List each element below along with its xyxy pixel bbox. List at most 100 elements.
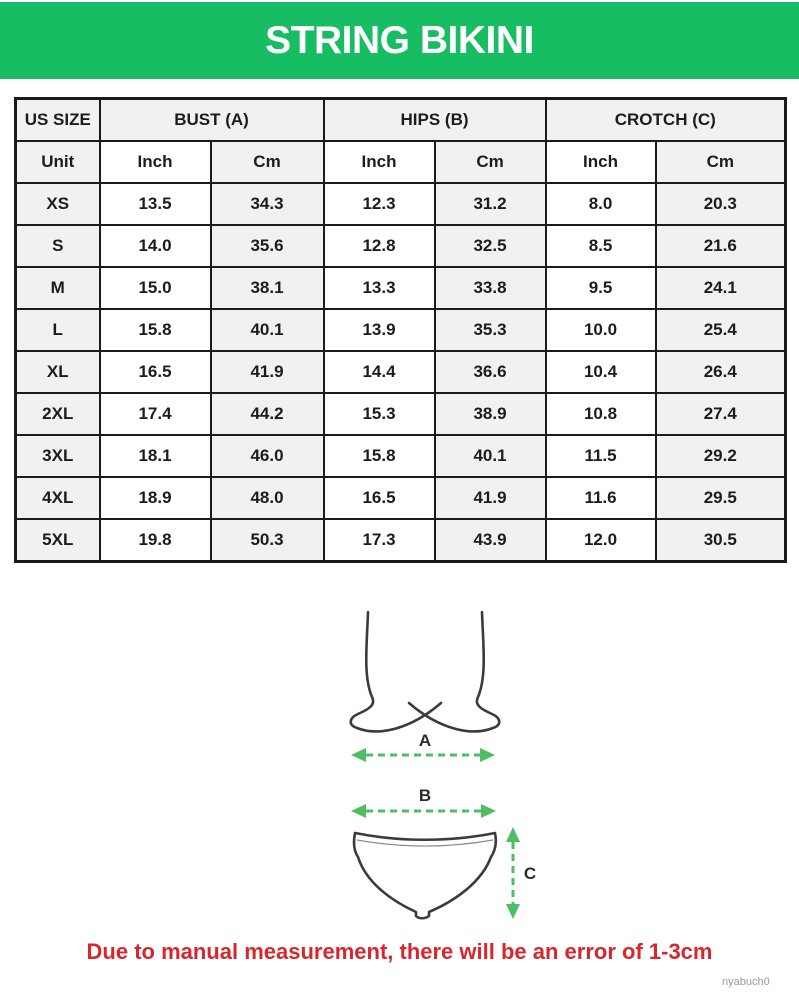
measurement-cell: 48.0: [209, 476, 325, 520]
measurement-cell: 29.5: [654, 476, 787, 520]
measurement-cell: 40.1: [433, 434, 547, 478]
measurement-cell: 35.6: [209, 224, 325, 268]
crotch-label: C: [524, 864, 536, 883]
measurement-cell: 14.4: [322, 350, 436, 394]
bikini-bottom-outline: [352, 831, 498, 920]
table-row: 3XL 18.1 46.0 15.8 40.1 11.5 29.2: [14, 434, 787, 478]
table-row: XL 16.5 41.9 14.4 36.6 10.4 26.4: [14, 350, 787, 394]
measurement-diagram: A B C: [349, 610, 536, 920]
crotch-arrow: C: [506, 827, 536, 919]
measurement-cell: 9.5: [544, 266, 657, 310]
hips-arrow: B: [351, 786, 496, 818]
size-label: 3XL: [14, 434, 101, 478]
unit-cell: Cm: [209, 140, 325, 184]
measurement-cell: 17.4: [98, 392, 212, 436]
bikini-bottom-waistband-line: [356, 839, 494, 847]
measurement-cell: 32.5: [433, 224, 547, 268]
size-label: L: [14, 308, 101, 352]
measurement-cell: 8.0: [544, 182, 657, 226]
measurement-cell: 34.3: [209, 182, 325, 226]
measurement-cell: 11.5: [544, 434, 657, 478]
measurement-cell: 8.5: [544, 224, 657, 268]
bikini-top-drawing: [349, 610, 501, 733]
measurement-cell: 12.3: [322, 182, 436, 226]
measurement-cell: 46.0: [209, 434, 325, 478]
crotch-arrowhead-bottom: [506, 904, 520, 919]
measurement-cell: 24.1: [654, 266, 787, 310]
measurement-cell: 38.9: [433, 392, 547, 436]
unit-cell: Cm: [433, 140, 547, 184]
unit-cell: Inch: [322, 140, 436, 184]
group-header: CROTCH (C): [544, 97, 787, 142]
size-table: US SIZE BUST (A) HIPS (B) CROTCH (C) Unit Inc…: [14, 97, 788, 563]
measurement-cell: 16.5: [322, 476, 436, 520]
size-label: 4XL: [14, 476, 101, 520]
page-title: STRING BIKINI: [265, 18, 534, 62]
measurement-cell: 12.8: [322, 224, 436, 268]
size-label: 2XL: [14, 392, 101, 436]
measurement-cell: 38.1: [209, 266, 325, 310]
measurement-cell: 35.3: [433, 308, 547, 352]
measurement-cell: 15.8: [98, 308, 212, 352]
measurement-cell: 41.9: [209, 350, 325, 394]
measurement-cell: 43.9: [433, 518, 547, 563]
measurement-cell: 16.5: [98, 350, 212, 394]
hips-arrowhead-right: [481, 804, 496, 818]
bikini-bottom-drawing: [352, 831, 498, 920]
measurement-cell: 44.2: [209, 392, 325, 436]
size-label: 5XL: [14, 518, 101, 563]
measurement-cell: 13.9: [322, 308, 436, 352]
measurement-cell: 50.3: [209, 518, 325, 563]
measurement-cell: 18.1: [98, 434, 212, 478]
bust-arrow: A: [351, 731, 495, 762]
measurement-cell: 27.4: [654, 392, 787, 436]
bust-arrowhead-right: [480, 748, 495, 762]
table-row: S 14.0 35.6 12.8 32.5 8.5 21.6: [14, 224, 787, 268]
unit-cell: Inch: [98, 140, 212, 184]
size-table-body: XS 13.5 34.3 12.3 31.2 8.0 20.3 S 14.0 35.6 12.8 32…: [14, 182, 787, 563]
measurement-cell: 41.9: [433, 476, 547, 520]
measurement-cell: 25.4: [654, 308, 787, 352]
bust-label: A: [419, 731, 431, 750]
unit-cell: Inch: [544, 140, 657, 184]
unit-cell: Cm: [654, 140, 787, 184]
measurement-error-notice: Due to manual measurement, there will be…: [86, 939, 713, 964]
measurement-cell: 12.0: [544, 518, 657, 563]
unit-header-row: Unit Inch Cm Inch Cm Inch Cm: [14, 140, 787, 184]
size-label: XL: [14, 350, 101, 394]
measurement-cell: 10.4: [544, 350, 657, 394]
measurement-cell: 11.6: [544, 476, 657, 520]
measurement-cell: 15.3: [322, 392, 436, 436]
unit-header: Unit: [14, 140, 101, 184]
table-row: XS 13.5 34.3 12.3 31.2 8.0 20.3: [14, 182, 787, 226]
measurement-cell: 29.2: [654, 434, 787, 478]
size-table-head: US SIZE BUST (A) HIPS (B) CROTCH (C) Unit Inc…: [14, 97, 787, 184]
group-header: BUST (A): [98, 97, 325, 142]
group-header: HIPS (B): [322, 97, 547, 142]
bikini-top-left-cup: [349, 610, 443, 733]
bikini-top-right-cup: [407, 610, 501, 733]
us-size-header: US SIZE: [14, 97, 101, 142]
measurement-cell: 36.6: [433, 350, 547, 394]
size-label: XS: [14, 182, 101, 226]
measurement-cell: 10.8: [544, 392, 657, 436]
size-label: S: [14, 224, 101, 268]
measurement-cell: 21.6: [654, 224, 787, 268]
hips-arrowhead-left: [351, 804, 366, 818]
measurement-cell: 15.0: [98, 266, 212, 310]
measurement-cell: 20.3: [654, 182, 787, 226]
table-row: 5XL 19.8 50.3 17.3 43.9 12.0 30.5: [14, 518, 787, 563]
measurement-cell: 13.3: [322, 266, 436, 310]
watermark: nyabuch0: [722, 976, 770, 988]
table-row: M 15.0 38.1 13.3 33.8 9.5 24.1: [14, 266, 787, 310]
bust-arrowhead-left: [351, 748, 366, 762]
measurement-cell: 18.9: [98, 476, 212, 520]
measurement-cell: 10.0: [544, 308, 657, 352]
measurement-cell: 19.8: [98, 518, 212, 563]
measurement-cell: 15.8: [322, 434, 436, 478]
measurement-cell: 31.2: [433, 182, 547, 226]
hips-label: B: [419, 786, 431, 805]
crotch-arrowhead-top: [506, 827, 520, 842]
measurement-cell: 13.5: [98, 182, 212, 226]
